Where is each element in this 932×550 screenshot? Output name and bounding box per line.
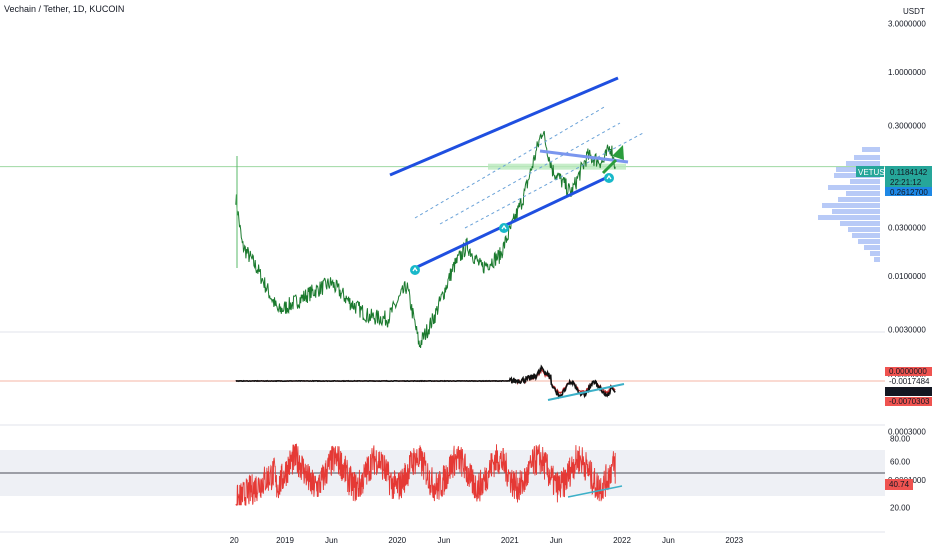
breakout-arrow: [601, 158, 618, 175]
volume-profile-bar: [850, 179, 880, 184]
rsi-value-tag-bg: [885, 479, 913, 490]
secondary-price-value: 0.2612700: [890, 188, 928, 197]
price-axis-tick-label: 0.0100000: [888, 272, 926, 281]
rsi-axis-tick-label: 60.00: [890, 458, 911, 467]
volume-profile-bar: [848, 227, 880, 232]
channel-mid-dashed-line: [464, 131, 646, 229]
symbol-tag-bg: [856, 166, 884, 177]
resistance-line: [539, 149, 629, 164]
volume-profile-bar: [818, 215, 880, 220]
chart-title: Vechain / Tether, 1D, KUCOIN: [4, 4, 125, 14]
x-axis-tick-label: Jun: [550, 536, 563, 545]
signal-marker: [410, 265, 420, 275]
volume-profile-bar: [838, 197, 880, 202]
oscillator-value-tag: -0.0017484: [889, 377, 930, 386]
volume-profile-bar: [846, 161, 880, 166]
volume-profile-bar: [852, 233, 880, 238]
x-axis-tick-label: Jun: [325, 536, 338, 545]
secondary-price-tag-bg: [885, 187, 932, 196]
x-axis-tick-label: Jun: [438, 536, 451, 545]
volume-profile-bar: [822, 203, 880, 208]
price-axis-tick-label: 1.0000000: [888, 68, 926, 77]
price-axis-currency-label: USDT: [903, 7, 925, 16]
price-axis-tick-label: 0.0300000: [888, 223, 926, 232]
price-axis-tick-label: 0.0030000: [888, 325, 926, 334]
oscillator-main-line: [235, 364, 616, 400]
price-axis-tick-label: 0.3000000: [888, 121, 926, 130]
signal-marker-chevron: [606, 174, 612, 180]
oscillator-value-tag-bg: [885, 377, 932, 386]
signal-marker: [499, 223, 509, 233]
signal-marker-chevron: [412, 266, 418, 272]
last-price-countdown: 22:21:12: [890, 178, 922, 187]
channel-upper-line: [389, 76, 619, 177]
symbol-tag-label: VETUSDT: [858, 168, 895, 177]
volume-profile-bar: [862, 147, 880, 152]
signal-marker-chevron: [501, 224, 507, 230]
volume-profile-bar: [858, 239, 880, 244]
oscillator-value-tag-bg: [885, 397, 932, 406]
volume-profile-bar: [846, 191, 880, 196]
x-axis-tick-label: 2022: [613, 536, 631, 545]
volume-profile-bar: [870, 251, 880, 256]
rsi-line: [235, 443, 616, 506]
oscillator-value-tag-bg: [885, 367, 932, 376]
rsi-axis-tick-label: 80.00: [890, 435, 911, 444]
x-axis-tick-label: 2019: [276, 536, 294, 545]
channel-mid-dashed-line: [439, 122, 621, 225]
x-axis-tick-label: 2020: [388, 536, 406, 545]
breakout-arrow-head: [612, 145, 624, 160]
price-axis-tick-label: 3.0000000: [888, 19, 926, 28]
oscillator-value-tag: 0.0000000: [889, 367, 927, 376]
rsi-axis-tick-label: 20.00: [890, 504, 911, 513]
channel-lower-line: [414, 174, 611, 270]
volume-profile-bar: [874, 257, 880, 262]
oscillator-value-tag: -0.0070303: [889, 397, 930, 406]
channel-mid-dashed-line: [414, 105, 607, 219]
volume-profile-bar: [840, 221, 880, 226]
oscillator-value-tag-bg: [885, 387, 932, 396]
volume-profile-bar: [864, 245, 880, 250]
oscillator-value-tag: -0.0052819: [889, 387, 930, 396]
last-price-value: 0.1184142: [890, 168, 928, 177]
rsi-value-tag: 40.74: [889, 480, 910, 489]
volume-profile-bar: [854, 155, 880, 160]
volume-profile-bar: [832, 209, 880, 214]
x-axis-tick-label: 2021: [501, 536, 519, 545]
rsi-trend-line: [567, 485, 623, 498]
x-axis-tick-label: 20: [230, 536, 239, 545]
price-line: [235, 130, 616, 349]
volume-profile-bar: [828, 185, 880, 190]
x-axis-tick-label: Jun: [662, 536, 675, 545]
signal-marker: [604, 173, 614, 183]
price-axis-tick-label: 0.0003000: [888, 427, 926, 436]
x-axis-tick-label: 2023: [725, 536, 743, 545]
oscillator-trend-line: [547, 383, 625, 401]
support-zone: [488, 163, 626, 170]
